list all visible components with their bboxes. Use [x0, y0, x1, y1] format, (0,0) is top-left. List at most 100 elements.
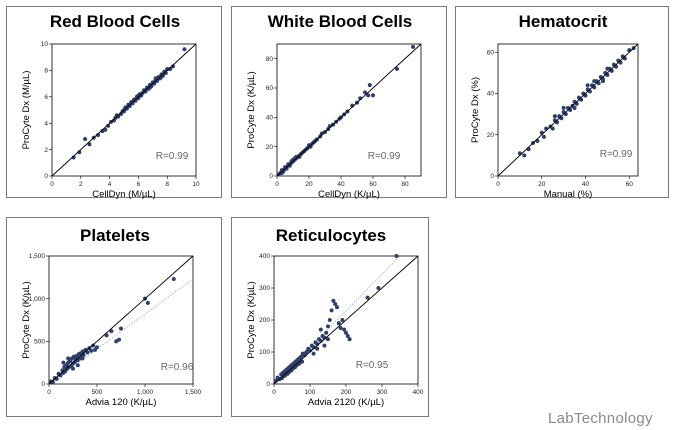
data-point	[315, 346, 320, 351]
correlation-annotation: R=0.96	[161, 362, 194, 373]
x-axis-label: Advia 120 (K/µL)	[86, 397, 157, 408]
correlation-annotation: R=0.99	[368, 151, 401, 162]
data-point	[585, 83, 590, 88]
fit-line	[48, 278, 194, 385]
data-point	[550, 126, 555, 131]
data-point	[334, 305, 340, 310]
correlation-annotation: R=0.99	[600, 149, 633, 160]
y-tick-label: 40	[266, 115, 274, 122]
x-tick-label: 6	[137, 181, 141, 188]
data-point	[365, 295, 370, 300]
data-point	[304, 349, 309, 355]
data-point	[85, 350, 90, 355]
x-axis-label: Advia 2120 (K/µL)	[308, 397, 384, 408]
data-point	[541, 134, 546, 139]
data-point	[89, 348, 94, 353]
data-point	[324, 330, 329, 335]
y-tick-label: 1,500	[29, 253, 46, 260]
data-point	[343, 330, 349, 335]
x-tick-label: 20	[305, 181, 313, 188]
data-point	[600, 79, 606, 84]
data-point	[572, 105, 577, 110]
data-point	[342, 327, 347, 332]
chart-red-blood-cells: Red Blood Cells 0 2 4 6 8 10 0 2 4 6 8 10 CellDyn (M/…	[21, 12, 200, 200]
y-tick-label: 60	[487, 49, 495, 56]
data-point	[370, 93, 376, 98]
y-tick-label: 8	[44, 68, 48, 75]
data-point	[362, 90, 368, 95]
data-point	[311, 351, 316, 356]
chart-white-blood-cells: White Blood Cells 0 20 40 60 80 0 20 40 60 80 CellD…	[246, 12, 422, 200]
data-point	[103, 127, 108, 132]
data-point	[367, 83, 372, 88]
y-tick-label: 60	[266, 85, 274, 92]
y-tick-label: 0	[44, 173, 48, 180]
chart-panel-red-blood-cells: Red Blood Cells 0 2 4 6 8 10 0 2 4 6 8 10 CellDyn (M/…	[6, 6, 222, 200]
y-tick-label: 6	[44, 94, 48, 101]
plot-frame	[276, 43, 422, 177]
data-point	[182, 47, 187, 52]
x-tick-label: 500	[92, 389, 103, 396]
y-tick-label: 1,000	[29, 296, 46, 303]
y-tick-label: 300	[259, 285, 270, 292]
data-point	[94, 345, 100, 350]
data-point	[347, 337, 352, 342]
x-tick-label: 200	[341, 389, 352, 396]
data-point	[104, 333, 109, 338]
x-tick-label: 1,500	[185, 389, 202, 396]
y-tick-label: 2	[44, 147, 48, 154]
y-tick-label: 100	[259, 349, 270, 356]
chart-panel-platelets: Platelets 0 500 1,000 1,500 0 500 1,000 1,500 Adv…	[6, 217, 222, 417]
x-tick-label: 100	[305, 389, 316, 396]
chart-title: Hematocrit	[519, 12, 608, 31]
data-point	[145, 300, 150, 305]
y-tick-label: 4	[44, 120, 48, 127]
data-point	[592, 79, 597, 84]
data-point	[298, 354, 304, 359]
chart-reticulocytes: Reticulocytes 0 100 200 300 400 0 100 200 300 400 A…	[246, 226, 424, 408]
chart-platelets: Platelets 0 500 1,000 1,500 0 500 1,000 1,500 Adv…	[21, 226, 202, 408]
data-point	[66, 356, 71, 361]
x-tick-label: 300	[377, 389, 388, 396]
data-point	[171, 276, 176, 282]
plot-frame	[51, 43, 197, 177]
data-point	[325, 337, 331, 342]
reference-line	[48, 255, 194, 385]
plot-frame	[497, 43, 639, 177]
reference-line	[51, 43, 197, 177]
x-tick-label: 40	[582, 181, 590, 188]
data-point	[327, 317, 332, 323]
correlation-annotation: R=0.99	[156, 151, 189, 162]
data-point	[300, 359, 305, 364]
y-tick-label: 0	[41, 381, 45, 388]
x-axis-label: Manual (%)	[544, 189, 593, 200]
chart-title: Platelets	[80, 226, 150, 245]
data-point	[338, 325, 343, 331]
x-tick-label: 4	[108, 181, 112, 188]
chart-title: Red Blood Cells	[50, 12, 180, 31]
data-point	[552, 114, 557, 119]
x-tick-label: 60	[369, 181, 377, 188]
data-point	[118, 326, 124, 331]
data-point	[75, 363, 80, 368]
data-point	[117, 337, 122, 342]
data-point	[322, 343, 327, 348]
data-point	[561, 105, 566, 110]
y-axis-label: ProCyte Dx (K/µL)	[246, 71, 257, 148]
x-tick-label: 20	[538, 181, 546, 188]
plot-frame	[48, 255, 194, 385]
x-tick-label: 2	[79, 181, 83, 188]
reference-line	[276, 43, 422, 177]
x-tick-label: 0	[272, 389, 276, 396]
data-point	[109, 329, 114, 334]
y-tick-label: 0	[269, 173, 273, 180]
y-tick-label: 0	[266, 381, 270, 388]
data-point	[153, 76, 158, 81]
data-point	[80, 356, 85, 361]
chart-panel-white-blood-cells: White Blood Cells 0 20 40 60 80 0 20 40 60 80 CellD…	[231, 6, 447, 200]
x-axis-label: CellDyn (M/µL)	[92, 189, 156, 200]
data-point	[87, 142, 92, 147]
data-point	[394, 66, 400, 71]
x-tick-label: 0	[47, 389, 51, 396]
y-axis-label: ProCyte Dx (M/µL)	[21, 71, 32, 150]
